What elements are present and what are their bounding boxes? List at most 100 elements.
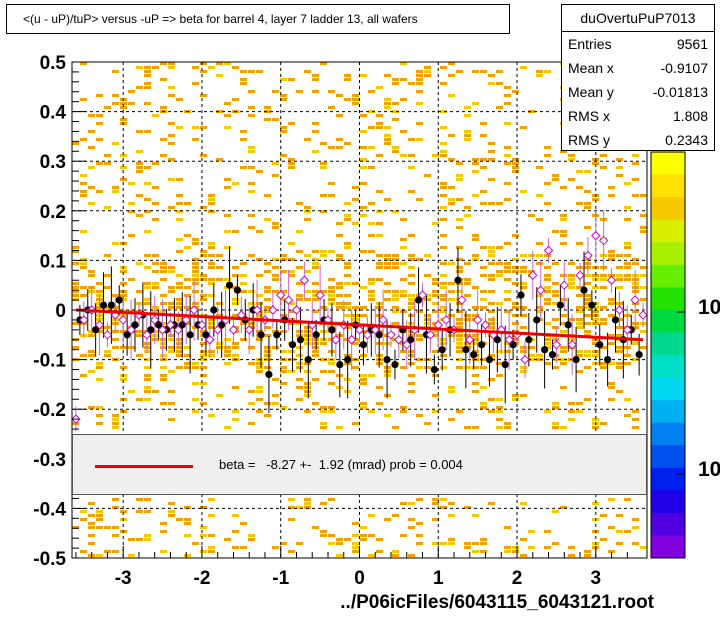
histogram-cell	[424, 422, 431, 425]
histogram-cell	[496, 70, 503, 73]
histogram-cell	[432, 518, 439, 521]
histogram-cell	[552, 262, 559, 265]
histogram-cell	[312, 350, 319, 353]
histogram-cell	[328, 286, 335, 289]
histogram-cell	[472, 374, 479, 377]
histogram-cell	[144, 182, 151, 185]
histogram-cell	[632, 154, 639, 157]
histogram-cell	[96, 378, 103, 381]
histogram-cell	[432, 394, 439, 397]
histogram-cell	[160, 354, 167, 357]
histogram-cell	[96, 282, 103, 285]
histogram-cell	[408, 322, 415, 325]
histogram-cell	[264, 350, 271, 353]
histogram-cell	[360, 158, 367, 161]
histogram-cell	[624, 246, 631, 249]
histogram-cell	[144, 74, 151, 77]
histogram-cell	[200, 534, 207, 537]
histogram-cell	[248, 538, 255, 541]
histogram-cell	[432, 330, 439, 333]
histogram-cell	[264, 298, 271, 301]
histogram-cell	[600, 538, 607, 541]
histogram-cell	[464, 342, 471, 345]
histogram-cell	[360, 214, 367, 217]
histogram-cell	[72, 294, 79, 297]
histogram-cell	[360, 74, 367, 77]
point-filled	[596, 341, 604, 349]
histogram-cell	[256, 398, 263, 401]
histogram-cell	[464, 214, 471, 217]
point-open	[583, 250, 593, 261]
histogram-cell	[208, 66, 215, 69]
histogram-cell	[80, 286, 87, 289]
histogram-cell	[320, 330, 327, 333]
histogram-cell	[616, 542, 623, 545]
histogram-cell	[488, 178, 495, 181]
histogram-cell	[568, 274, 575, 277]
histogram-cell	[416, 102, 423, 105]
histogram-cell	[584, 274, 591, 277]
histogram-cell	[104, 106, 111, 109]
histogram-cell	[144, 358, 151, 361]
histogram-cell	[296, 334, 303, 337]
histogram-cell	[592, 418, 599, 421]
histogram-cell	[336, 282, 343, 285]
histogram-cell	[144, 342, 151, 345]
palette-band	[651, 242, 685, 266]
histogram-cell	[176, 518, 183, 521]
histogram-cell	[232, 514, 239, 517]
histogram-cell	[248, 322, 255, 325]
histogram-cell	[144, 378, 151, 381]
histogram-cell	[504, 278, 511, 281]
histogram-cell	[384, 102, 391, 105]
histogram-cell	[528, 530, 535, 533]
histogram-cell	[288, 370, 295, 373]
histogram-cell	[496, 374, 503, 377]
histogram-cell	[264, 194, 271, 197]
histogram-cell	[120, 270, 127, 273]
histogram-cell	[184, 286, 191, 289]
histogram-cell	[144, 374, 151, 377]
histogram-cell	[456, 310, 463, 313]
histogram-cell	[408, 330, 415, 333]
histogram-cell	[296, 330, 303, 333]
histogram-cell	[312, 266, 319, 269]
histogram-cell	[504, 122, 511, 125]
histogram-cell	[224, 246, 231, 249]
histogram-cell	[192, 382, 199, 385]
histogram-cell	[248, 90, 255, 93]
histogram-cell	[424, 74, 431, 77]
histogram-cell	[104, 286, 111, 289]
histogram-cell	[232, 298, 239, 301]
histogram-cell	[88, 166, 95, 169]
histogram-cell	[408, 254, 415, 257]
histogram-cell	[552, 318, 559, 321]
histogram-cell	[560, 186, 567, 189]
histogram-cell	[208, 534, 215, 537]
histogram-cell	[192, 542, 199, 545]
histogram-cell	[480, 274, 487, 277]
histogram-cell	[288, 78, 295, 81]
histogram-cell	[104, 350, 111, 353]
histogram-cell	[104, 254, 111, 257]
histogram-cell	[120, 378, 127, 381]
histogram-cell	[208, 282, 215, 285]
histogram-cell	[536, 242, 543, 245]
histogram-cell	[416, 414, 423, 417]
histogram-cell	[440, 218, 447, 221]
histogram-cell	[424, 254, 431, 257]
histogram-cell	[248, 346, 255, 349]
histogram-cell	[176, 274, 183, 277]
histogram-cell	[280, 94, 287, 97]
histogram-cell	[344, 314, 351, 317]
histogram-cell	[248, 290, 255, 293]
histogram-cell	[264, 402, 271, 405]
histogram-cell	[408, 234, 415, 237]
histogram-cell	[488, 82, 495, 85]
histogram-cell	[576, 306, 583, 309]
point-open	[157, 325, 168, 335]
histogram-cell	[304, 290, 311, 293]
histogram-cell	[216, 158, 223, 161]
histogram-cell	[296, 506, 303, 509]
histogram-cell	[232, 546, 239, 549]
